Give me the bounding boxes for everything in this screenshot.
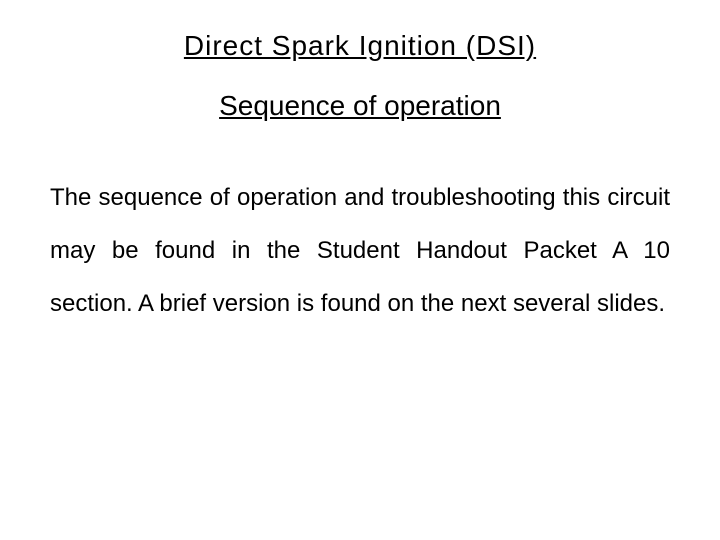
slide-body-text: The sequence of operation and troublesho… (50, 172, 670, 330)
slide-title: Direct Spark Ignition (DSI) (50, 30, 670, 62)
slide: Direct Spark Ignition (DSI) Sequence of … (0, 0, 720, 540)
slide-subtitle: Sequence of operation (50, 90, 670, 122)
